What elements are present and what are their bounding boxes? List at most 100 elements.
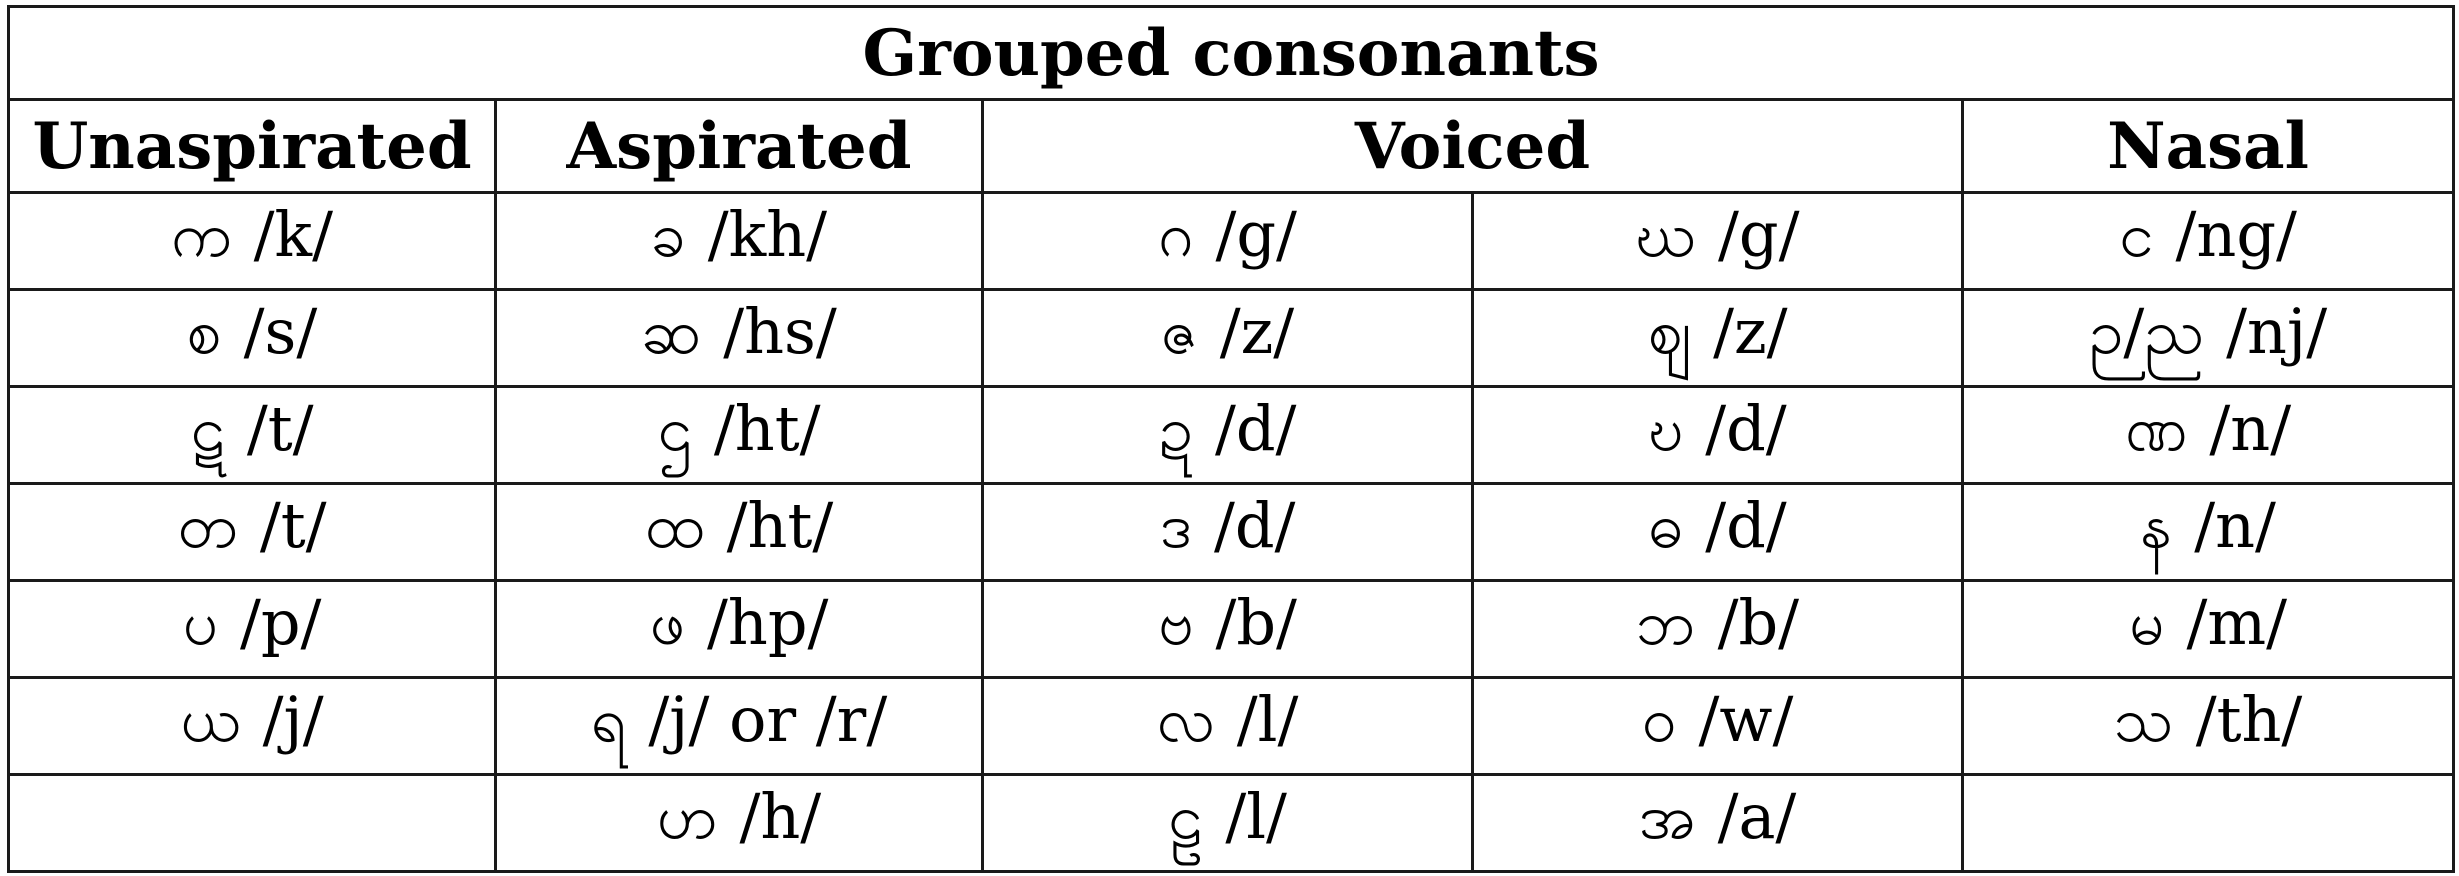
consonant-cell: လ/l/	[981, 676, 1474, 776]
consonant-glyph: က	[170, 197, 232, 271]
phoneme-label: /a/	[1717, 779, 1797, 853]
header-aspirated: Aspirated	[494, 98, 984, 194]
consonant-glyph: င	[2119, 197, 2154, 271]
phoneme-label: /t/	[246, 391, 314, 465]
consonant-glyph: ဟ	[656, 779, 718, 853]
phoneme-label: /p/	[239, 585, 322, 659]
consonant-cell: ယ/j/	[7, 676, 497, 776]
table-row: တ/t/ထ/ht/ဒ/d/ဓ/d/န/n/	[7, 482, 2456, 582]
phoneme-label: /m/	[2186, 585, 2288, 659]
consonant-glyph: ဆ	[641, 294, 702, 368]
consonant-glyph: ဓ	[1648, 488, 1684, 562]
phoneme-label: /ht/	[713, 391, 821, 465]
consonant-glyph: ဇ	[1160, 294, 1198, 368]
consonant-cell: တ/t/	[7, 482, 497, 582]
phoneme-label: /ht/	[726, 488, 834, 562]
phoneme-label: /nj/	[2226, 294, 2328, 368]
phoneme-label: /n/	[2194, 488, 2276, 562]
consonant-glyph: သ	[2113, 682, 2174, 756]
consonant-glyph: ဋ	[190, 391, 225, 465]
consonant-cell: င/ng/	[1960, 191, 2456, 291]
phoneme-label: /b/	[1717, 585, 1800, 659]
consonant-cell: ဖ/hp/	[494, 579, 984, 679]
consonant-cell: ဗ/b/	[981, 579, 1474, 679]
phoneme-label: /d/	[1705, 488, 1787, 562]
phoneme-label: /d/	[1705, 391, 1787, 465]
consonant-cell: ဘ/b/	[1471, 579, 1964, 679]
consonant-glyph: ခ	[650, 197, 686, 271]
phoneme-label: /d/	[1213, 488, 1296, 562]
consonant-glyph: ထ	[644, 488, 705, 562]
phoneme-label: /hp/	[707, 585, 829, 659]
consonant-glyph: မ	[2129, 585, 2165, 659]
consonant-cell: ဈ/z/	[1471, 288, 1964, 388]
consonant-glyph: ပ	[182, 585, 218, 659]
phoneme-label: /d/	[1214, 391, 1297, 465]
consonant-cell: စ/s/	[7, 288, 497, 388]
consonant-glyph: ဂ	[1158, 197, 1194, 271]
consonant-cell: မ/m/	[1960, 579, 2456, 679]
consonant-cell: အ/a/	[1471, 773, 1964, 873]
phoneme-label: /hs/	[723, 294, 837, 368]
consonant-cell: ထ/ht/	[494, 482, 984, 582]
consonant-glyph: ဈ	[1647, 294, 1692, 368]
table-row: ယ/j/ရ/j/ or /r/လ/l/ဝ/w/သ/th/	[7, 676, 2456, 776]
consonant-glyph: ဉ/ည	[2088, 294, 2205, 368]
consonant-glyph: န	[2140, 488, 2173, 562]
consonant-glyph: ဠ	[1168, 779, 1204, 853]
consonant-glyph: အ	[1638, 779, 1696, 853]
consonant-cell: ဆ/hs/	[494, 288, 984, 388]
consonant-glyph: ဝ	[1641, 682, 1677, 756]
consonant-glyph: ဒ	[1159, 488, 1192, 562]
table-title: Grouped consonants	[6, 5, 2456, 101]
consonant-glyph: စ	[186, 294, 222, 368]
consonant-cell: ဂ/g/	[981, 191, 1474, 291]
header-unaspirated: Unaspirated	[7, 98, 497, 194]
consonant-glyph: ဃ	[1635, 197, 1697, 271]
phoneme-label: /g/	[1718, 197, 1800, 271]
consonant-cell: ဝ/w/	[1471, 676, 1964, 776]
consonant-cell: ဍ/d/	[981, 385, 1474, 485]
phoneme-label: /b/	[1215, 585, 1297, 659]
consonant-glyph: ယ	[180, 682, 241, 756]
header-voiced: Voiced	[981, 98, 1964, 194]
table-body: က/k/ခ/kh/ဂ/g/ဃ/g/င/ng/စ/s/ဆ/hs/ဇ/z/ဈ/z/ဉ…	[7, 191, 2456, 873]
consonant-glyph: ရ	[590, 682, 627, 756]
consonant-cell: ဉ/ည/nj/	[1960, 288, 2456, 388]
consonant-cell: သ/th/	[1960, 676, 2456, 776]
table-row: စ/s/ဆ/hs/ဇ/z/ဈ/z/ဉ/ည/nj/	[7, 288, 2456, 388]
phoneme-label: /n/	[2209, 391, 2292, 465]
phoneme-label: /g/	[1215, 197, 1297, 271]
consonant-cell: ဇ/z/	[981, 288, 1474, 388]
phoneme-label: /ng/	[2175, 197, 2297, 271]
phoneme-label: /k/	[253, 197, 334, 271]
consonant-cell: ခ/kh/	[494, 191, 984, 291]
consonant-cell: န/n/	[1960, 482, 2456, 582]
consonant-cell: က/k/	[7, 191, 497, 291]
phoneme-label: /j/ or /r/	[648, 682, 888, 756]
consonant-glyph: ဗ	[1158, 585, 1194, 659]
consonant-glyph: ဍ	[1158, 391, 1193, 465]
phoneme-label: /w/	[1698, 682, 1794, 756]
consonant-glyph: ဘ	[1635, 585, 1696, 659]
table-row: ဟ/h/ဠ/l/အ/a/	[7, 773, 2456, 873]
consonant-cell: ဠ/l/	[981, 773, 1474, 873]
consonant-cell: ဌ/ht/	[494, 385, 984, 485]
consonant-cell: ပ/p/	[7, 579, 497, 679]
phoneme-label: /kh/	[707, 197, 828, 271]
table-row: ဋ/t/ဌ/ht/ဍ/d/ဎ/d/ဏ/n/	[7, 385, 2456, 485]
phoneme-label: /h/	[739, 779, 822, 853]
consonant-glyph: ဏ	[2124, 391, 2188, 465]
phoneme-label: /j/	[262, 682, 324, 756]
table-row: ပ/p/ဖ/hp/ဗ/b/ဘ/b/မ/m/	[7, 579, 2456, 679]
grouped-consonants-table: Grouped consonants Unaspirated Aspirated…	[6, 5, 2456, 873]
consonant-glyph: ဌ	[657, 391, 692, 465]
consonant-glyph: ဖ	[649, 585, 685, 659]
consonant-cell: ဒ/d/	[981, 482, 1474, 582]
consonant-cell: ရ/j/ or /r/	[494, 676, 984, 776]
phoneme-label: /s/	[243, 294, 318, 368]
consonant-cell: ဋ/t/	[7, 385, 497, 485]
phoneme-label: /t/	[259, 488, 327, 562]
phoneme-label: /l/	[1236, 682, 1299, 756]
consonant-glyph: တ	[177, 488, 238, 562]
